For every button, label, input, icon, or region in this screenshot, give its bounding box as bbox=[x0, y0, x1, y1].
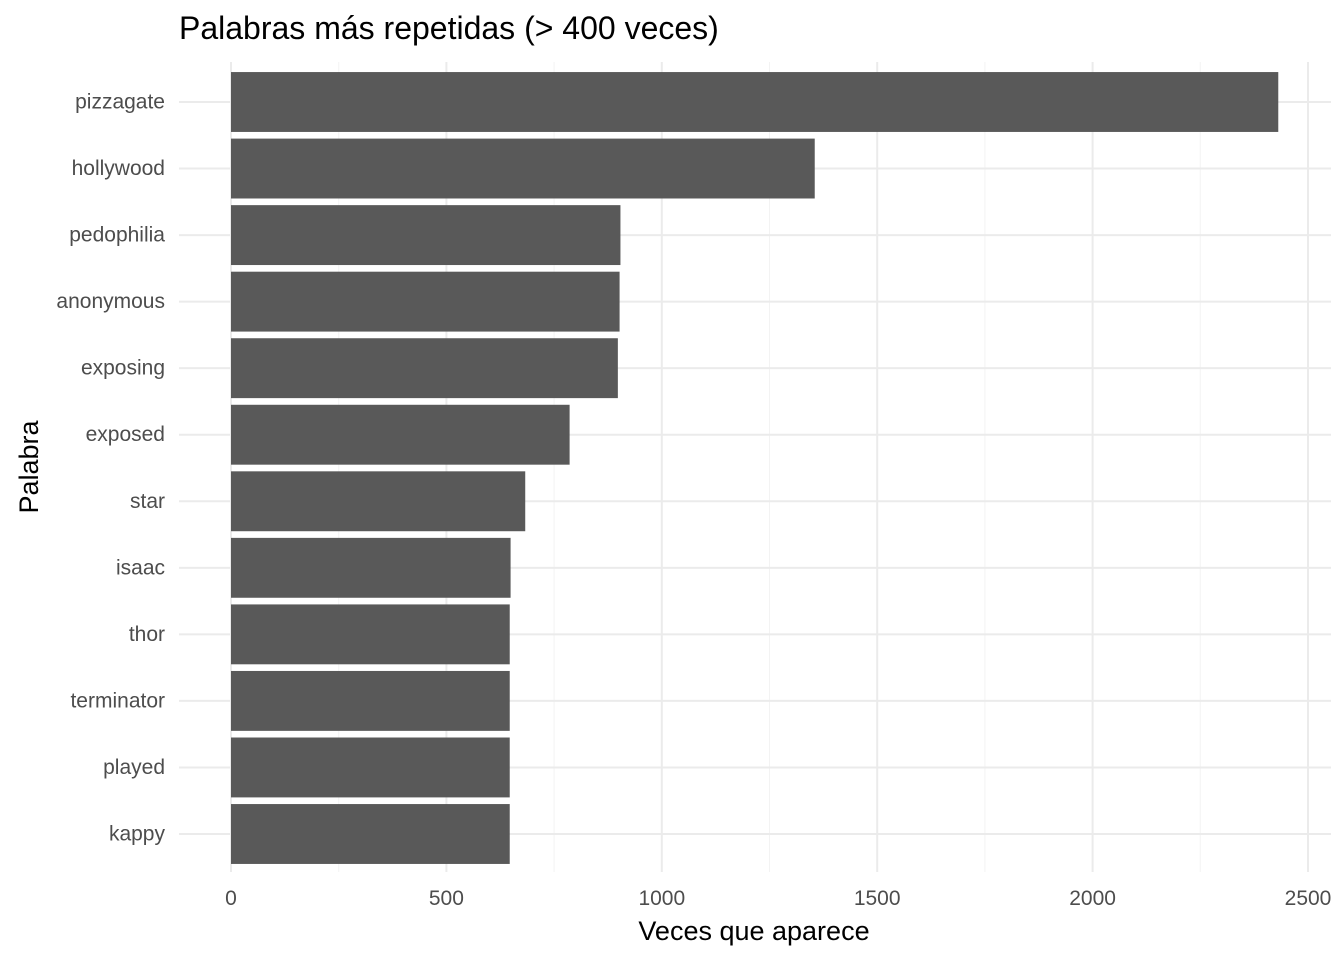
x-tick-label: 1500 bbox=[854, 887, 901, 910]
bar-terminator bbox=[231, 670, 510, 731]
y-tick-label: terminator bbox=[70, 689, 165, 712]
bar-exposing bbox=[231, 338, 618, 399]
bar-played bbox=[231, 737, 510, 798]
chart-title: Palabras más repetidas (> 400 veces) bbox=[179, 10, 719, 46]
y-tick-label: exposed bbox=[86, 423, 165, 446]
bar-exposed bbox=[231, 404, 570, 465]
bar-thor bbox=[231, 604, 510, 665]
y-tick-label: exposing bbox=[81, 357, 165, 380]
x-tick-label: 2500 bbox=[1285, 887, 1332, 910]
y-tick-label: anonymous bbox=[56, 290, 165, 313]
bar-hollywood bbox=[231, 138, 815, 199]
x-tick-labels: 0 500 1000 1500 2000 2500 bbox=[225, 887, 1331, 910]
bar-star bbox=[231, 471, 526, 532]
x-axis-title: Veces que aparece bbox=[638, 916, 869, 946]
y-tick-label: pizzagate bbox=[75, 91, 165, 114]
bar-pedophilia bbox=[231, 205, 621, 266]
x-tick-label: 500 bbox=[429, 887, 464, 910]
x-tick-label: 2000 bbox=[1069, 887, 1116, 910]
x-tick-label: 0 bbox=[225, 887, 237, 910]
x-tick-label: 1000 bbox=[638, 887, 685, 910]
y-axis-title: Palabra bbox=[14, 419, 44, 513]
y-tick-label: played bbox=[103, 756, 165, 779]
y-tick-label: hollywood bbox=[72, 157, 165, 180]
y-tick-label: kappy bbox=[109, 823, 166, 846]
y-tick-label: pedophilia bbox=[69, 224, 165, 247]
bar-isaac bbox=[231, 537, 511, 598]
bar-anonymous bbox=[231, 271, 620, 332]
bar-pizzagate bbox=[231, 72, 1279, 132]
bars bbox=[231, 72, 1279, 864]
bar-kappy bbox=[231, 804, 510, 864]
y-tick-label: star bbox=[130, 490, 165, 513]
y-tick-label: isaac bbox=[116, 556, 165, 579]
y-tick-label: thor bbox=[129, 623, 165, 646]
y-tick-labels: pizzagate hollywood pedophilia anonymous exp… bbox=[56, 91, 165, 846]
